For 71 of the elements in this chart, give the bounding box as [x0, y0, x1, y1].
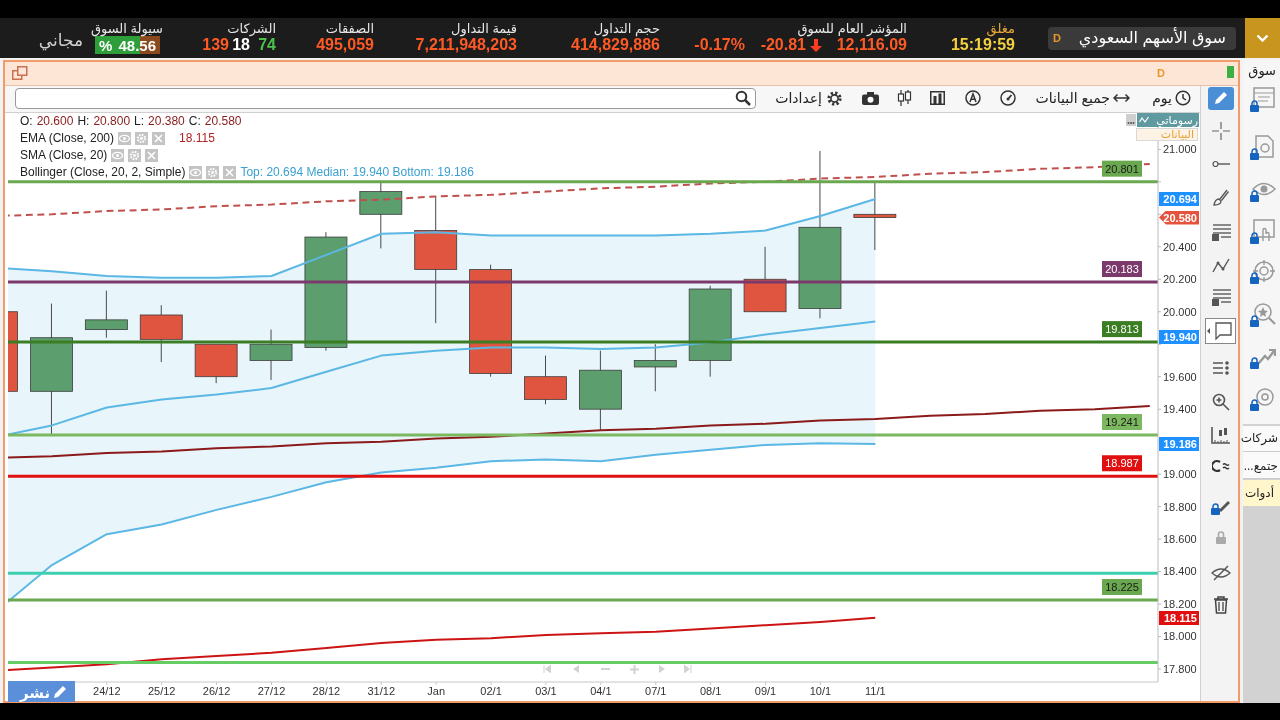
text: نشر [20, 682, 51, 702]
x-tick-label: 11/1 [865, 684, 886, 697]
y-tick-label: 18.400 [1163, 565, 1197, 578]
x-tick-label: 07/1 [645, 684, 667, 697]
text: 7,211,948,203 [415, 36, 517, 55]
text: سوق [1248, 63, 1276, 79]
x-tick-label: 31/12 [367, 684, 396, 697]
annotation: 18.115 [179, 131, 215, 145]
text: سوق الأسهم السعودي [1078, 28, 1226, 48]
y-tick-label: 18.800 [1163, 500, 1197, 513]
text: شركات [1240, 430, 1278, 446]
y-tick-label: 18.200 [1163, 597, 1197, 610]
text: 12,116.09 [836, 36, 907, 55]
text: جميع البيانات [1035, 89, 1110, 107]
text: 414,829,886 [571, 36, 660, 55]
text: حجم التداول [593, 21, 660, 37]
y-tick-label: 20.200 [1163, 273, 1197, 286]
annotation: EMA (Close, 200) [20, 131, 115, 145]
annotation: Bollinger (Close, 20, 2, Simple) [20, 165, 186, 179]
text: أدوات [1244, 485, 1274, 501]
y-tick-label: 20.400 [1163, 240, 1197, 253]
y-tick-label: 17.800 [1163, 662, 1197, 675]
text: -0.17% [694, 35, 745, 55]
y-tick-label: 18.600 [1163, 533, 1197, 545]
text: البيانات [1160, 128, 1194, 141]
text: الصفقات [325, 21, 374, 37]
x-tick-label: 08/1 [699, 684, 722, 697]
text: جتمع... [1243, 458, 1278, 474]
y-tick-label: 21.000 [1163, 143, 1197, 156]
candlestick [633, 343, 677, 392]
x-tick-label: 24/12 [93, 684, 121, 697]
text: D [1157, 66, 1165, 80]
annotation: O: 20.600 H: 20.800 L: 20.380 C: 20.580 [20, 114, 242, 128]
candlestick [853, 181, 897, 251]
y-tick-label: 19.000 [1163, 468, 1197, 481]
x-tick-label: 28/12 [312, 684, 341, 697]
x-tick-label: 04/1 [590, 684, 612, 697]
x-tick-label: 27/12 [257, 684, 286, 697]
x-tick-label: 03/1 [535, 684, 557, 697]
text: 495,059 [316, 35, 374, 55]
text: الشركات [227, 21, 276, 37]
text: -20.81 [760, 36, 806, 55]
y-tick-label: 18.000 [1163, 630, 1197, 643]
text: 139 [202, 36, 229, 55]
text: % [99, 36, 113, 55]
x-tick-label: 26/12 [202, 684, 231, 697]
text: يوم [1152, 89, 1172, 107]
text: المؤشر العام للسوق [797, 21, 907, 37]
x-tick-label: Jan [427, 684, 446, 697]
text: إعدادات [775, 89, 822, 107]
annotation: رسوماتي [1156, 113, 1198, 127]
x-tick-label: 25/12 [147, 684, 176, 697]
text: 74 [258, 36, 276, 55]
annotation: SMA (Close, 20) [20, 148, 108, 162]
price-tag: 19.940 [1159, 330, 1199, 344]
text: قيمة التداول [451, 21, 517, 37]
text: 48.56 [118, 36, 156, 55]
annotation: Top: 20.694 Median: 19.940 Bottom: 19.186 [240, 165, 474, 179]
text: D [1053, 31, 1061, 45]
text: 15:19:59 [950, 36, 1015, 55]
text: سيولة السوق [90, 21, 163, 37]
x-tick-label: 10/1 [809, 684, 832, 697]
x-tick-label: 09/1 [754, 684, 777, 697]
y-tick-label: 20.000 [1163, 305, 1197, 318]
y-tick-label: 19.600 [1163, 370, 1197, 383]
x-tick-label: 02/1 [480, 684, 502, 697]
y-tick-label: 19.400 [1163, 403, 1197, 416]
text: مغلق [986, 21, 1015, 37]
text: مجاني [38, 29, 83, 51]
text: 18 [232, 36, 250, 55]
price-tag: 20.694 [1159, 192, 1199, 207]
